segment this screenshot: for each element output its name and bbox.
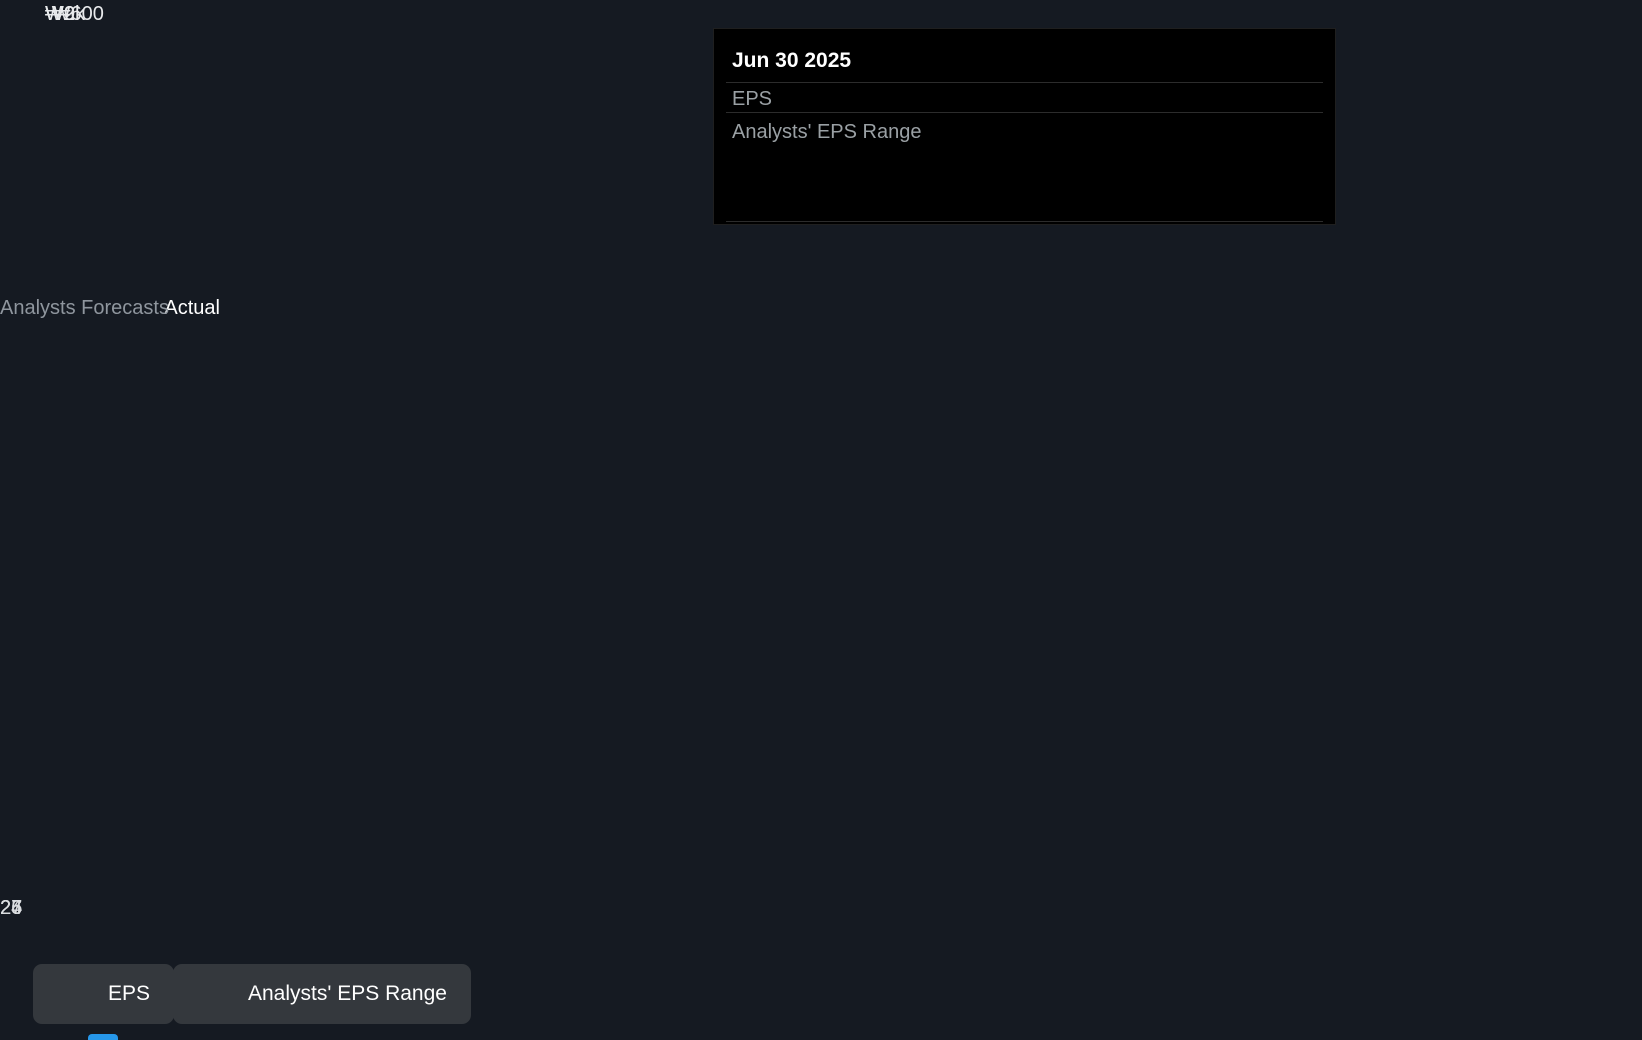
- eps-range-legend-dots-icon: [197, 983, 234, 1005]
- tooltip-date: Jun 30 2025: [732, 49, 852, 72]
- tooltip-range-value: No data: [1014, 121, 1085, 143]
- tooltip-range-row: Analysts' EPS Range No data: [714, 118, 1335, 146]
- x-axis-label-2027: 2027: [0, 897, 23, 919]
- eps-range-teal-dot-icon: [212, 983, 234, 1005]
- x-axis-label-2024: 2024: [0, 897, 23, 919]
- y-axis-label-neg600: -₩600: [45, 3, 104, 25]
- legend-eps-range-label: Analysts' EPS Range: [248, 982, 447, 1005]
- x-axis-label-2026: 2026: [0, 897, 23, 919]
- tooltip-eps-row: EPS -₩138.652: [714, 85, 1335, 113]
- chart-tooltip: Jun 30 2025 EPS -₩138.652 Analysts' EPS …: [713, 28, 1336, 225]
- x-axis-label-2025: 2025: [0, 897, 23, 919]
- tooltip-range-label: Analysts' EPS Range: [732, 121, 922, 143]
- legend-eps-label: EPS: [108, 982, 151, 1005]
- tooltip-separator: [726, 112, 1323, 113]
- tooltip-eps-value: -₩138.652: [1014, 88, 1112, 110]
- actual-phase-label: Actual: [164, 297, 220, 319]
- eps-forecast-dot-icon: [72, 983, 94, 1005]
- tooltip-eps-label: EPS: [732, 88, 773, 110]
- legend-eps-button[interactable]: EPS: [33, 964, 175, 1024]
- tooltip-separator: [726, 221, 1323, 222]
- legend-eps-range-button[interactable]: Analysts' EPS Range: [173, 964, 471, 1024]
- y-axis-label-0: ₩0: [45, 3, 75, 25]
- forecast-phase-label: Analysts Forecasts: [0, 297, 169, 319]
- tooltip-separator: [726, 82, 1323, 83]
- y-axis-label-2k: ₩2k: [45, 3, 85, 25]
- partially-visible-logo: [88, 1034, 118, 1040]
- eps-legend-dots-icon: [57, 983, 94, 1005]
